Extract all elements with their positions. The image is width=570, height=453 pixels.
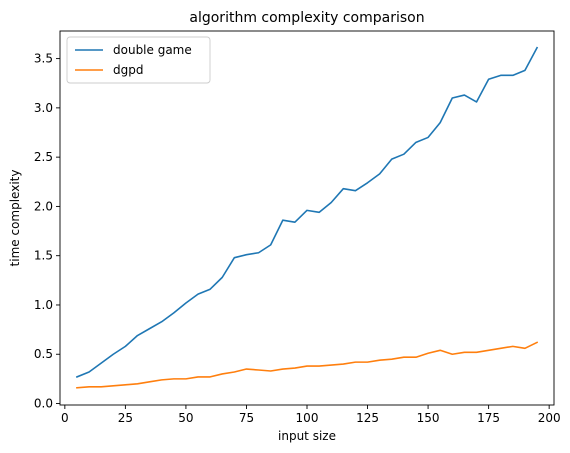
y-tick-label: 3.5: [34, 52, 53, 66]
legend-label-2: dgpd: [113, 63, 143, 77]
series-line-2: [76, 341, 539, 389]
y-tick-label: 2.0: [34, 199, 53, 213]
y-tick-label: 1.0: [34, 298, 53, 312]
chart-title: algorithm complexity comparison: [189, 10, 424, 26]
series-line-1: [75, 46, 539, 378]
y-tick-label: 3.0: [34, 101, 53, 115]
plot-area: 0 25 50 75 100 125 150 175 200 0.0 0.5 1.0 1.5 2.0 2.5…: [34, 30, 561, 425]
x-tick-label: 0: [61, 411, 69, 425]
legend: double game dgpd: [66, 36, 211, 84]
y-tick-label: 0.5: [34, 347, 53, 361]
x-axis-label: input size: [278, 429, 336, 443]
y-tick-label: 0.0: [34, 397, 53, 411]
y-tick-label: 2.5: [34, 150, 53, 164]
legend-label-1: double game: [113, 43, 192, 57]
x-tick-label: 150: [417, 411, 440, 425]
legend-box: [66, 36, 211, 84]
y-tick-label: 1.5: [34, 249, 53, 263]
x-tick-label: 200: [538, 411, 561, 425]
x-tick-label: 25: [118, 411, 133, 425]
x-tick-label: 50: [178, 411, 193, 425]
x-tick-label: 75: [239, 411, 254, 425]
x-tick-label: 175: [477, 411, 500, 425]
x-tick-label: 125: [356, 411, 379, 425]
y-axis-label: time complexity: [8, 170, 22, 267]
x-tick-label: 100: [296, 411, 319, 425]
